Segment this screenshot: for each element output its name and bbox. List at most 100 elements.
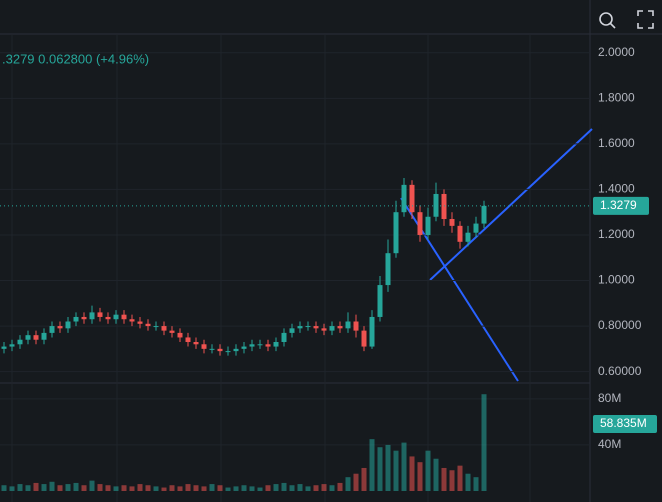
volume-bar xyxy=(161,487,167,491)
volume-bar xyxy=(49,481,55,491)
volume-bar xyxy=(457,465,463,491)
candle-body xyxy=(289,328,295,333)
candle-body xyxy=(345,321,351,329)
candle-body xyxy=(81,316,87,320)
candle-body xyxy=(409,184,415,213)
volume-bar xyxy=(105,485,111,491)
volume-bar xyxy=(153,486,159,491)
volume-bar xyxy=(329,485,335,491)
candle-body xyxy=(449,219,455,226)
volume-bar xyxy=(369,439,375,491)
volume-bar xyxy=(193,485,199,491)
candle-body xyxy=(481,205,487,224)
candle-body xyxy=(65,321,71,329)
trend-line xyxy=(429,128,593,281)
volume-bar xyxy=(449,470,455,491)
candle-body xyxy=(425,216,431,235)
candle-body xyxy=(465,232,471,242)
candle-body xyxy=(353,321,359,331)
candle-body xyxy=(257,344,263,346)
volume-bar xyxy=(73,482,79,491)
volume-bar xyxy=(17,484,23,491)
fullscreen-icon[interactable] xyxy=(637,10,654,29)
volume-bar xyxy=(113,486,119,491)
candle-body xyxy=(89,312,95,320)
candle-body xyxy=(241,346,247,349)
volume-bar xyxy=(81,485,87,491)
volume-bar xyxy=(361,467,367,491)
candle-body xyxy=(361,330,367,347)
volume-tick-label: 40M xyxy=(598,437,621,451)
candle-body xyxy=(17,339,23,345)
candle-body xyxy=(41,332,47,340)
candle-body xyxy=(417,212,423,235)
candle-body xyxy=(209,348,215,350)
candle-body xyxy=(1,346,7,349)
volume-bar xyxy=(209,484,215,491)
volume-bar xyxy=(41,484,47,491)
y-tick-label: 0.60000 xyxy=(598,364,642,378)
last-price-label: 1.3279 xyxy=(600,198,637,212)
candle-body xyxy=(97,312,103,317)
volume-bar xyxy=(169,485,175,491)
trend-lines xyxy=(400,128,593,382)
volume-bar xyxy=(353,473,359,491)
volume-bar xyxy=(481,394,487,491)
candle-body xyxy=(57,326,63,329)
volume-bar xyxy=(257,487,263,491)
candle-body xyxy=(385,253,391,286)
candle-body xyxy=(305,326,311,328)
volume-bar xyxy=(121,485,127,491)
volume-bar xyxy=(417,462,423,491)
volume-bar xyxy=(249,486,255,491)
volume-bar xyxy=(441,467,447,491)
volume-bar xyxy=(201,486,207,491)
volume-bar xyxy=(97,484,103,491)
volume-bar xyxy=(473,477,479,491)
candle-body xyxy=(177,332,183,338)
time-grid xyxy=(11,34,531,502)
volume-bar xyxy=(89,480,95,491)
volume-bar xyxy=(465,473,471,491)
candle-body xyxy=(249,344,255,347)
candle-body xyxy=(145,323,151,327)
volume-tag xyxy=(593,415,657,433)
volume-bar xyxy=(9,486,15,491)
header-price: .3279 0.062800 (+4.96%) xyxy=(2,51,149,66)
volume-bar xyxy=(409,456,415,491)
candle-body xyxy=(153,326,159,328)
volume-bar xyxy=(65,484,71,491)
volume-bar xyxy=(265,485,271,491)
candle-body xyxy=(33,335,39,340)
volume-bar xyxy=(393,450,399,491)
candle-body xyxy=(161,326,167,331)
y-tick-label: 2.0000 xyxy=(598,45,635,59)
volume-bar xyxy=(281,482,287,491)
volume-bar xyxy=(241,485,247,491)
volume-bar xyxy=(425,450,431,491)
volume-bar xyxy=(145,485,151,491)
volume-bar xyxy=(233,486,239,491)
candle-body xyxy=(73,316,79,322)
volume-bar xyxy=(273,484,279,491)
candle-body xyxy=(137,321,143,324)
y-tick-label: 1.8000 xyxy=(598,90,635,104)
candle-body xyxy=(113,314,119,320)
candle-body xyxy=(217,348,223,352)
volume-bar xyxy=(345,477,351,491)
y-tick-label: 1.0000 xyxy=(598,273,635,287)
candle-body xyxy=(313,326,319,329)
volume-bar xyxy=(401,442,407,491)
y-tick-label: 1.4000 xyxy=(598,182,635,196)
candle-body xyxy=(9,344,15,347)
volume-tick-label: 80M xyxy=(598,391,621,405)
candle-body xyxy=(297,326,303,329)
zoom-icon[interactable] xyxy=(599,12,616,29)
candle-body xyxy=(233,348,239,352)
volume-last-label: 58.835M xyxy=(600,416,647,430)
candle-body xyxy=(169,330,175,333)
volume-bar xyxy=(297,484,303,491)
volume-bar xyxy=(137,484,143,491)
volume-bar xyxy=(433,458,439,491)
